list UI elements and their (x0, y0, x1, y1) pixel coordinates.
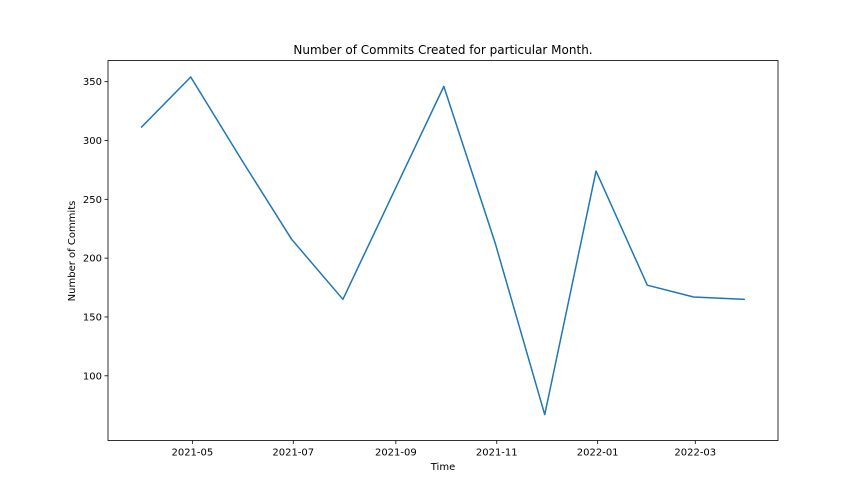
data-point (442, 85, 445, 88)
data-point (692, 295, 695, 298)
y-tick-label: 200 (83, 254, 102, 265)
data-point (189, 75, 192, 78)
plot-area-frame (107, 60, 779, 441)
data-point (290, 238, 293, 241)
x-tick-label: 2021-05 (171, 448, 213, 459)
y-tick-label: 150 (83, 312, 102, 323)
y-tick-label: 300 (83, 136, 102, 147)
x-tick-label: 2022-03 (674, 448, 716, 459)
x-axis-label: Time (430, 462, 455, 473)
chart-title: Number of Commits Created for particular… (293, 43, 592, 57)
data-point (646, 284, 649, 287)
commits-series-line (140, 76, 745, 416)
data-point (241, 159, 244, 162)
data-point (341, 298, 344, 301)
data-point (743, 298, 746, 301)
data-point (543, 413, 546, 416)
data-point (595, 170, 598, 173)
y-axis-label: Number of Commits (67, 201, 78, 302)
data-point (140, 126, 143, 129)
y-tick-label: 100 (83, 371, 102, 382)
x-axis: 2021-05 2021-07 2021-09 2021-11 2022-01 2022-… (171, 440, 716, 459)
x-tick-label: 2021-09 (375, 448, 417, 459)
x-tick-label: 2021-07 (272, 448, 314, 459)
data-point (494, 241, 497, 244)
y-tick-label: 250 (83, 195, 102, 206)
x-tick-label: 2021-11 (476, 448, 518, 459)
x-tick-label: 2022-01 (577, 448, 619, 459)
data-point (393, 190, 396, 193)
y-axis: 100 150 200 250 300 350 (83, 77, 108, 382)
y-tick-label: 350 (83, 77, 102, 88)
